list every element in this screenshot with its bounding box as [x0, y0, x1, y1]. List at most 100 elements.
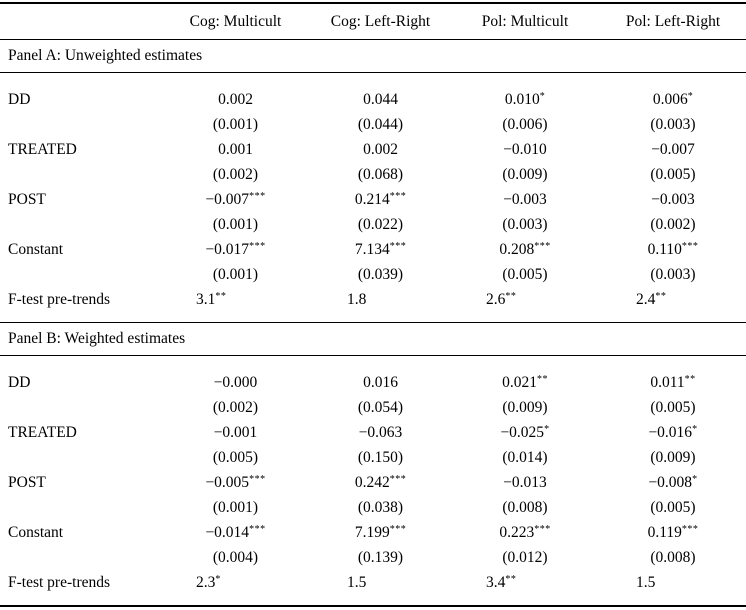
table-row: DD −0.000 0.016 0.021** 0.011**	[0, 356, 746, 396]
table-cell: 0.242***	[354, 473, 407, 491]
panel-title: Panel A: Unweighted estimates	[0, 39, 746, 73]
table-cell: −0.007	[651, 140, 695, 158]
table-cell: 7.134***	[354, 240, 407, 258]
table-cell: (0.008)	[650, 548, 696, 566]
table-cell: (0.003)	[650, 115, 696, 133]
table-row: (0.005) (0.150) (0.014) (0.009)	[0, 445, 746, 470]
table-cell: −0.025*	[500, 423, 550, 441]
row-label: TREATED	[8, 140, 77, 158]
column-header-cog-multicult: Cog: Multicult	[189, 12, 282, 30]
row-label: TREATED	[8, 423, 77, 441]
table-cell: 0.044	[363, 90, 398, 108]
row-label: DD	[8, 90, 31, 108]
significance-stars: *	[544, 423, 550, 435]
row-label: DD	[8, 373, 31, 391]
table-cell: 2.6**	[486, 290, 517, 308]
table-cell: −0.003	[503, 190, 547, 208]
table-cell: 7.199***	[354, 523, 407, 541]
table-cell: 0.011**	[650, 373, 696, 391]
table-cell: (0.001)	[212, 265, 259, 283]
table-cell: 3.1**	[196, 290, 227, 308]
row-label	[0, 212, 160, 237]
table-cell: 3.4**	[486, 573, 517, 591]
table-cell: 1.5	[636, 573, 656, 591]
table-cell: 0.119***	[647, 523, 699, 541]
table-cell: (0.139)	[357, 548, 404, 566]
row-label	[0, 112, 160, 137]
row-label: F-test pre-trends	[8, 290, 111, 308]
table-cell: (0.001)	[212, 115, 259, 133]
table-cell: 0.016	[363, 373, 398, 391]
significance-stars: ***	[249, 190, 266, 202]
table-cell: −0.008*	[648, 473, 698, 491]
table-cell: (0.009)	[502, 398, 548, 416]
table-cell: (0.003)	[650, 265, 696, 283]
table-cell: (0.005)	[650, 498, 696, 516]
table-cell: (0.001)	[212, 498, 259, 516]
row-label	[0, 262, 160, 287]
table-row: Constant −0.014*** 7.199*** 0.223*** 0.119**…	[0, 520, 746, 545]
table-row: POST −0.005*** 0.242*** −0.013 −0.008*	[0, 470, 746, 495]
table-cell: (0.005)	[212, 448, 259, 466]
panel-title-row: Panel A: Unweighted estimates	[0, 39, 746, 73]
table-cell: (0.002)	[212, 165, 259, 183]
table-row: TREATED −0.001 −0.063 −0.025* −0.016*	[0, 420, 746, 445]
table-row: (0.001) (0.039) (0.005) (0.003)	[0, 262, 746, 287]
significance-stars: ***	[249, 523, 266, 535]
table-cell: 0.110***	[647, 240, 699, 258]
significance-stars: *	[539, 90, 546, 102]
table-cell: 0.021**	[502, 373, 548, 391]
panel-title: Panel B: Weighted estimates	[0, 322, 746, 356]
table-row: F-test pre-trends 3.1** 1.8 2.6** 2.4**	[0, 287, 746, 323]
significance-stars: ***	[534, 523, 551, 535]
significance-stars: ***	[681, 240, 699, 252]
table-cell: −0.063	[358, 423, 403, 441]
panel-title-row: Panel B: Weighted estimates	[0, 322, 746, 356]
significance-stars: **	[684, 373, 696, 385]
table-body: Panel A: Unweighted estimates DD 0.002 0.04…	[0, 39, 746, 607]
table-cell: (0.001)	[212, 215, 259, 233]
table-row: (0.002) (0.054) (0.009) (0.005)	[0, 395, 746, 420]
table-row: (0.001) (0.022) (0.003) (0.002)	[0, 212, 746, 237]
table-cell: 0.002	[363, 140, 398, 158]
row-label	[0, 545, 160, 570]
table-row: Constant −0.017*** 7.134*** 0.208*** 0.110**…	[0, 237, 746, 262]
table-cell: −0.017***	[205, 240, 266, 258]
table-cell: −0.000	[213, 373, 258, 391]
table-cell: 0.010*	[504, 90, 546, 108]
table-cell: (0.014)	[502, 448, 548, 466]
significance-stars: *	[692, 473, 698, 485]
table-cell: (0.005)	[502, 265, 548, 283]
table-cell: (0.005)	[650, 398, 696, 416]
row-label: F-test pre-trends	[8, 573, 111, 591]
row-label	[0, 162, 160, 187]
row-label	[0, 395, 160, 420]
table-row: POST −0.007*** 0.214*** −0.003 −0.003	[0, 187, 746, 212]
table-cell: 0.214***	[354, 190, 407, 208]
table-cell: (0.012)	[502, 548, 548, 566]
table-cell: 0.223***	[499, 523, 551, 541]
header-row: Cog: Multicult Cog: Left-Right Pol: Mult…	[0, 3, 746, 40]
significance-stars: *	[687, 90, 694, 102]
column-header-cog-left-right: Cog: Left-Right	[330, 12, 431, 30]
table-cell: 2.3*	[196, 573, 221, 591]
table-cell: (0.044)	[357, 115, 404, 133]
table-row: DD 0.002 0.044 0.010* 0.006*	[0, 73, 746, 113]
table-cell: (0.068)	[357, 165, 404, 183]
table-cell: 0.002	[218, 90, 253, 108]
row-label: POST	[8, 190, 46, 208]
row-label: POST	[8, 473, 46, 491]
table-cell: 0.001	[218, 140, 253, 158]
significance-stars: ***	[389, 473, 407, 485]
table-cell: −0.010	[503, 140, 547, 158]
significance-stars: **	[505, 573, 517, 585]
significance-stars: ***	[249, 240, 266, 252]
table-cell: −0.007***	[205, 190, 266, 208]
significance-stars: ***	[249, 473, 266, 485]
table-cell: (0.038)	[357, 498, 404, 516]
table-row: (0.004) (0.139) (0.012) (0.008)	[0, 545, 746, 570]
table-row: (0.002) (0.068) (0.009) (0.005)	[0, 162, 746, 187]
table-cell: (0.022)	[357, 215, 404, 233]
